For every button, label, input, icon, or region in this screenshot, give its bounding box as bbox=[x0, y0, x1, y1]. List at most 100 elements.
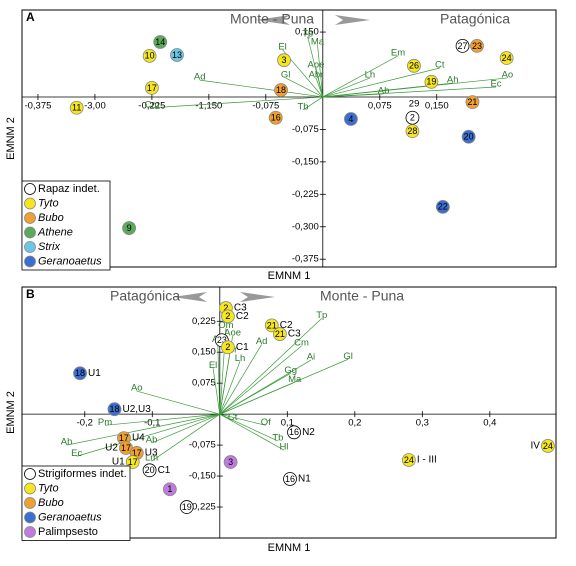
point-tag: U1 bbox=[112, 457, 125, 468]
point-label: 2 bbox=[410, 113, 415, 123]
point-label: 3 bbox=[282, 55, 287, 65]
point-tag: U2 bbox=[105, 443, 118, 454]
point bbox=[470, 39, 484, 53]
vector-label: Ad bbox=[194, 72, 206, 83]
y-tick-label: -0,225 bbox=[292, 189, 319, 200]
annotation: 29 bbox=[409, 98, 420, 109]
point-label: 10 bbox=[145, 51, 155, 61]
vector-label: Aoe bbox=[308, 59, 325, 70]
vector-label: Abr bbox=[309, 69, 324, 80]
vector-label: Ma bbox=[288, 374, 302, 385]
y-tick-label: -0,300 bbox=[292, 221, 319, 232]
point-label: 16 bbox=[271, 113, 281, 123]
arrow bbox=[256, 15, 290, 25]
point bbox=[465, 95, 480, 110]
loading-vector bbox=[219, 372, 291, 415]
loading-vector bbox=[302, 96, 323, 111]
loading-vector bbox=[322, 77, 508, 98]
x-tick-label: 0,3 bbox=[416, 418, 429, 429]
y-tick-label: -0,150 bbox=[292, 156, 319, 167]
point-label: 27 bbox=[458, 41, 468, 51]
legend-label: Bubo bbox=[38, 212, 64, 224]
x-tick-label: 0,4 bbox=[483, 418, 496, 429]
point bbox=[144, 80, 159, 95]
point bbox=[179, 500, 194, 514]
point bbox=[162, 482, 177, 497]
point-tag: I - III bbox=[417, 455, 437, 466]
loading-vector bbox=[285, 77, 323, 98]
vector-label: Tp bbox=[302, 28, 313, 39]
loading-vector bbox=[219, 382, 295, 415]
legend-label: Bubo bbox=[38, 497, 64, 509]
loading-vector bbox=[219, 345, 302, 415]
loading-vector bbox=[151, 413, 221, 462]
loading-vector bbox=[219, 318, 322, 415]
vector-label: Tb bbox=[272, 433, 283, 444]
point-label: 11 bbox=[72, 103, 81, 113]
point-label: 26 bbox=[409, 61, 419, 71]
legend-label: Strigiformes indet. bbox=[38, 468, 127, 480]
point-label: 1 bbox=[167, 484, 172, 494]
vector-label: El bbox=[278, 41, 286, 52]
vector-label: Gl bbox=[343, 351, 353, 362]
point-tag: N1 bbox=[298, 474, 311, 485]
point bbox=[540, 439, 555, 453]
region-label: Patagónica bbox=[440, 11, 510, 27]
loading-vector bbox=[105, 413, 220, 426]
loading-vector bbox=[315, 77, 324, 98]
legend-label: Geranoaetus bbox=[38, 255, 102, 267]
point bbox=[424, 74, 439, 89]
point-tag: C2 bbox=[236, 311, 249, 322]
point-label: 20 bbox=[145, 465, 155, 475]
legend-swatch bbox=[24, 255, 36, 268]
point bbox=[153, 35, 168, 49]
point-label: 13 bbox=[172, 50, 182, 60]
vector-label: Hl bbox=[279, 442, 288, 453]
legend-box bbox=[21, 465, 131, 541]
legend-label: Athene bbox=[37, 226, 73, 238]
vector-label: Ah bbox=[61, 437, 73, 448]
loading-vector bbox=[219, 352, 231, 415]
loading-vector bbox=[322, 55, 399, 98]
region-label: Patagónica bbox=[110, 288, 180, 304]
point bbox=[73, 366, 87, 381]
loading-vector bbox=[219, 344, 262, 415]
loading-vector bbox=[76, 413, 220, 457]
point bbox=[407, 58, 421, 73]
vector-label: Em bbox=[391, 47, 405, 58]
point bbox=[499, 51, 514, 65]
point bbox=[107, 402, 122, 417]
vector-label: Tp bbox=[316, 310, 327, 321]
arrow bbox=[173, 292, 207, 302]
legend-label: Strix bbox=[38, 241, 61, 253]
point bbox=[264, 318, 279, 333]
point bbox=[223, 455, 238, 469]
point bbox=[69, 100, 84, 115]
point-label: 24 bbox=[543, 441, 553, 451]
vector-label: Ao bbox=[131, 383, 143, 394]
x-tick-label: -3,00 bbox=[84, 100, 106, 111]
point-label: 14 bbox=[155, 37, 165, 47]
point-label: 21 bbox=[267, 320, 277, 330]
vector-label: Lh bbox=[365, 69, 376, 80]
point-tag: C1 bbox=[236, 342, 249, 353]
point-tag: C3 bbox=[288, 329, 301, 340]
y-axis-label: EMNM 2 bbox=[5, 391, 17, 434]
y-tick-label: -0,375 bbox=[292, 254, 319, 265]
legend-swatch bbox=[24, 526, 36, 538]
point-label: 4 bbox=[348, 114, 353, 124]
y-tick-label: 0,225 bbox=[192, 502, 216, 513]
legend-label: Rapaz indet. bbox=[38, 183, 100, 195]
loading-vector bbox=[136, 390, 220, 415]
legend-swatch bbox=[24, 197, 36, 210]
x-tick-label: 0,2 bbox=[348, 418, 361, 429]
vector-label: Ai bbox=[307, 352, 315, 363]
y-tick-label: 0,150 bbox=[295, 27, 319, 38]
point-label: 2 bbox=[225, 342, 230, 352]
loading-vector bbox=[315, 67, 324, 98]
point-tag: C1 bbox=[158, 465, 171, 476]
y-tick-label: 0,075 bbox=[192, 378, 216, 389]
legend-swatch bbox=[24, 497, 36, 509]
x-tick-label: -0,375 bbox=[24, 100, 51, 111]
